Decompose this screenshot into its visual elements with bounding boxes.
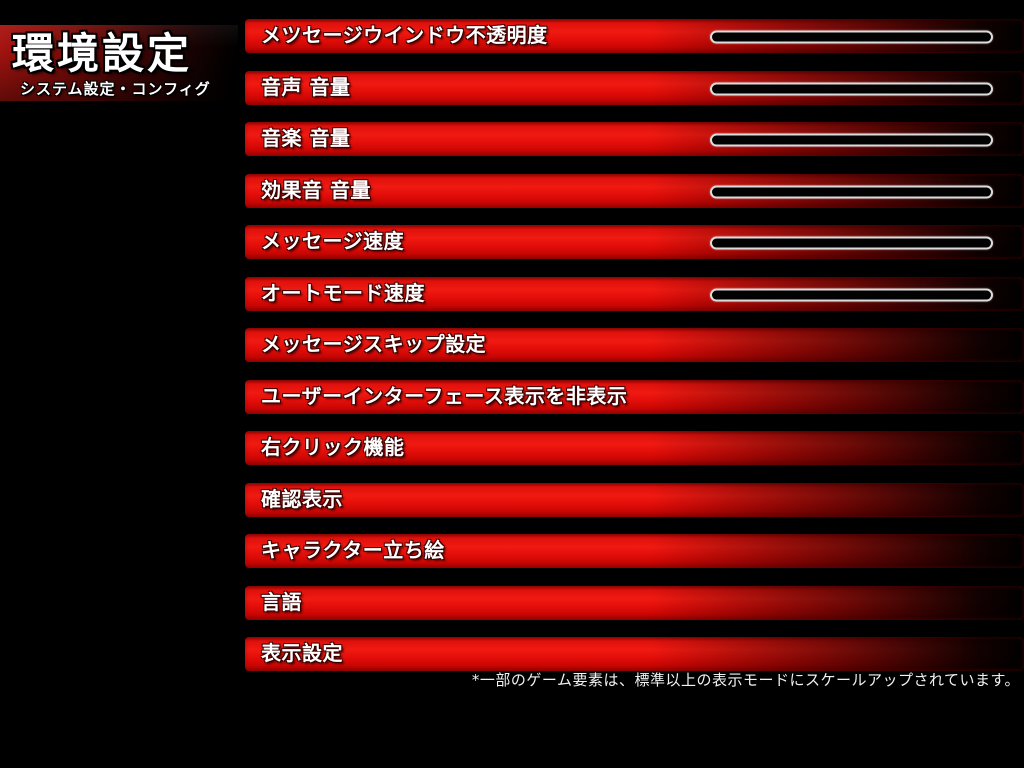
setting-row-12[interactable]: 表示設定 <box>245 637 1024 671</box>
setting-row-2[interactable]: 音楽 音量 <box>245 122 1024 156</box>
setting-label: 確認表示 <box>261 486 343 511</box>
setting-label: 音声 音量 <box>261 74 351 99</box>
setting-slider-track[interactable] <box>710 288 993 302</box>
setting-row-4[interactable]: メッセージ速度 <box>245 225 1024 259</box>
title-banner: 環境設定 システム設定・コンフィグ <box>0 25 238 101</box>
setting-slider-track[interactable] <box>710 30 993 44</box>
setting-row-5[interactable]: オートモード速度 <box>245 276 1024 311</box>
setting-label: 音楽 音量 <box>261 126 351 150</box>
setting-row-9[interactable]: 確認表示 <box>245 482 1024 517</box>
setting-row-3[interactable]: 効果音 音量 <box>245 173 1024 208</box>
page-title: 環境設定 <box>12 29 193 78</box>
setting-slider-track[interactable] <box>710 236 993 250</box>
setting-label: ユーザーインターフェース表示を非表示 <box>261 383 628 408</box>
setting-row-7[interactable]: ユーザーインターフェース表示を非表示 <box>245 379 1024 414</box>
setting-slider-track[interactable] <box>710 82 993 96</box>
setting-label: オートモード速度 <box>261 280 425 305</box>
setting-row-8[interactable]: 右クリック機能 <box>245 431 1024 465</box>
setting-row-11[interactable]: 言語 <box>245 585 1024 620</box>
setting-label: 効果音 音量 <box>261 177 371 202</box>
setting-label: メッセージスキップ設定 <box>261 332 487 356</box>
setting-label: 表示設定 <box>261 641 343 665</box>
settings-list: メツセージウインドウ不透明度 音声 音量 音楽 音量 効果音 音量 メッセージ速… <box>245 19 1024 671</box>
setting-row-10[interactable]: キャラクター立ち絵 <box>245 534 1024 568</box>
setting-row-0[interactable]: メツセージウインドウ不透明度 <box>245 19 1024 53</box>
setting-slider-track[interactable] <box>710 133 993 147</box>
footnote: *一部のゲーム要素は、標準以上の表示モードにスケールアップされています。 <box>471 671 1020 689</box>
page-subtitle: システム設定・コンフィグ <box>20 80 211 98</box>
setting-row-1[interactable]: 音声 音量 <box>245 70 1024 105</box>
setting-label: キャラクター立ち絵 <box>261 538 445 562</box>
setting-label: メッセージ速度 <box>261 229 405 253</box>
setting-label: 言語 <box>261 589 302 614</box>
setting-label: 右クリック機能 <box>261 435 405 459</box>
setting-label: メツセージウインドウ不透明度 <box>261 23 548 47</box>
setting-row-6[interactable]: メッセージスキップ設定 <box>245 328 1024 362</box>
setting-slider-track[interactable] <box>710 185 993 199</box>
